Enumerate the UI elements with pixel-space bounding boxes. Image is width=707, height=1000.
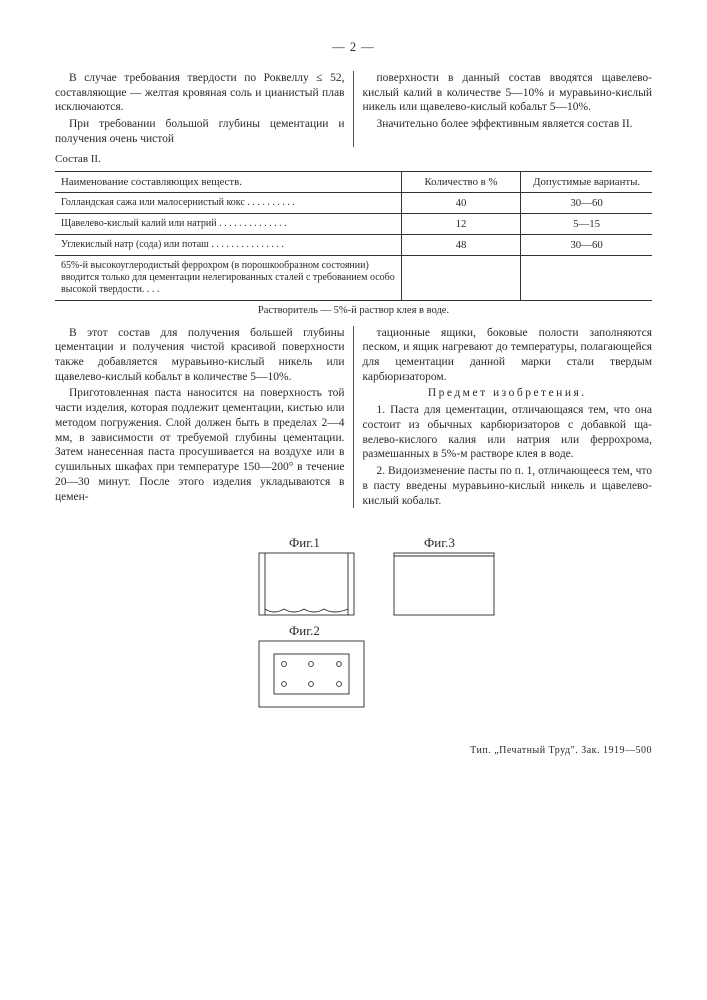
para: Значительно более эффективным является с…	[363, 117, 653, 132]
th-var: Допустимые варианты.	[521, 171, 652, 192]
cell-qty: 12	[401, 213, 520, 234]
composition-table: Наименование составляющих веществ. Колич…	[55, 171, 652, 301]
figures-block: Фиг.1 Фиг.3 Фиг.2	[55, 533, 652, 723]
fig2-hole	[336, 682, 341, 687]
cell-qty	[401, 255, 520, 300]
cell-name: 65%-й высокоуглеродистый феррохром (в по…	[55, 255, 401, 300]
cell-qty: 48	[401, 234, 520, 255]
page-number: — 2 —	[55, 40, 652, 55]
table-row: Щавелево-кислый калий или натрий . . . .…	[55, 213, 652, 234]
fig2-hole	[336, 662, 341, 667]
cell-var	[521, 255, 652, 300]
bottom-text-block: В этот состав для получения боль­шей глу…	[55, 326, 652, 509]
fig3-label: Фиг.3	[424, 535, 455, 550]
claim: 1. Паста для цементации, отличаю­щаяся т…	[363, 403, 653, 462]
cell-var: 30—60	[521, 234, 652, 255]
fig2-hole	[281, 662, 286, 667]
fig1-outer	[259, 553, 354, 615]
composition-label: Состав II.	[55, 153, 652, 165]
th-qty: Количество в %	[401, 171, 520, 192]
para: тационные ящики, боковые полости заполня…	[363, 326, 653, 385]
para: поверхности в данный состав вводятся щав…	[363, 71, 653, 115]
cell-name: Щавелево-кислый калий или натрий . . . .…	[55, 213, 401, 234]
cell-name: Углекислый натр (сода) или поташ . . . .…	[55, 234, 401, 255]
top-text-block: В случае требования твердости по Роквелл…	[55, 71, 652, 147]
table-footnote: Растворитель — 5%-й раствор клея в воде.	[55, 305, 652, 316]
fig2-inner	[274, 654, 349, 694]
fig2-outer	[259, 641, 364, 707]
cell-var: 30—60	[521, 192, 652, 213]
para: Приготовленная паста наносится на поверх…	[55, 386, 345, 504]
cell-qty: 40	[401, 192, 520, 213]
th-name: Наименование составляющих веществ.	[55, 171, 401, 192]
fig2-hole	[281, 682, 286, 687]
fig3-outer	[394, 553, 494, 615]
cell-name: Голландская сажа или малосернистый кокс …	[55, 192, 401, 213]
fig1-bottom-wave	[265, 609, 348, 612]
fig2-hole	[308, 662, 313, 667]
table-row: 65%-й высокоуглеродистый феррохром (в по…	[55, 255, 652, 300]
para: В случае требования твердости по Роквелл…	[55, 71, 345, 115]
cell-var: 5—15	[521, 213, 652, 234]
print-footer: Тип. „Печатный Труд". Зак. 1919—500	[55, 745, 652, 756]
fig2-label: Фиг.2	[289, 623, 320, 638]
para: В этот состав для получения боль­шей глу…	[55, 326, 345, 385]
claim: 2. Видоизменение пасты по п. 1, отличающ…	[363, 464, 653, 508]
figures-svg: Фиг.1 Фиг.3 Фиг.2	[169, 533, 539, 723]
fig2-hole	[308, 682, 313, 687]
para: При требовании большой глубины цементаци…	[55, 117, 345, 146]
fig1-label: Фиг.1	[289, 535, 320, 550]
table-row: Голландская сажа или малосернистый кокс …	[55, 192, 652, 213]
claims-title: Предмет изобретения.	[363, 386, 653, 401]
table-row: Углекислый натр (сода) или поташ . . . .…	[55, 234, 652, 255]
